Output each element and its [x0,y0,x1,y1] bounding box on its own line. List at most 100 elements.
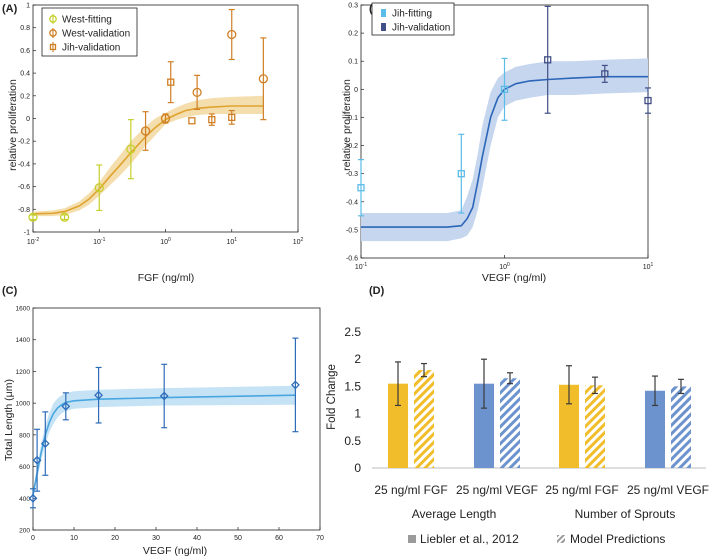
panel-a-west-fitting-point-2 [94,183,104,193]
panel-c-confidence-band [33,385,296,500]
panel-c-chart: (C) Total Length (μm) VEGF (ng/ml) 20040… [2,285,324,557]
panel-d-ytick-label-4: 2 [354,352,361,366]
panel-a-jih-validation-point-3 [228,113,236,122]
panel-c-point-2 [40,439,50,448]
panel-b-xtick-label-2: 101 [643,262,654,271]
panel-d-bar-measured-1 [474,383,494,468]
panel-b-legend-marker-0 [381,9,386,17]
panel-d-bar-model-1 [500,378,520,468]
panel-c-ytick-label-7: 1600 [16,306,31,313]
panel-c-xtick-label-7: 70 [316,535,324,542]
panel-d-legend-marker-0 [408,535,416,543]
panel-d-bar-measured-3 [645,390,665,468]
panel-b-ytick-label-4: -0.2 [346,143,358,150]
panel-d-ytick-label-2: 1 [354,407,361,421]
panel-a-west-fitting-point-3 [126,144,136,154]
panel-c-xtick-label-3: 30 [152,535,160,542]
panel-d-chart: (D) Fold Change 0 0.5 1 1.5 2 2.5 25 ng/ml FGF… [326,285,709,546]
panel-a-ytick-label-10: 1 [26,3,30,10]
panel-d-legend-text-1: Model Predictions [570,532,665,546]
panel-c-ytick-label-5: 1200 [16,369,31,376]
panel-a-confidence-band [33,95,264,217]
panel-b-ytick-label-9: 0.3 [348,3,358,10]
panel-a-ytick-label-8: 0.6 [20,48,30,55]
panel-c-point-3 [61,401,71,411]
panel-d-bar-measured-2 [559,384,579,468]
panel-c-point-6 [290,380,300,390]
panel-d-ytick-label-1: 0.5 [344,434,361,448]
panel-a-west-validation-point-3 [227,29,237,40]
panel-b-ytick-label-5: -0.1 [346,115,358,122]
panel-c-ytick-label-2: 600 [19,464,30,471]
panel-b-jih-fitting-point-1 [457,170,465,178]
panel-c-point-4 [94,390,104,400]
panel-a-legend-marker-1 [49,29,57,37]
panel-b-xlabel: VEGF (ng/ml) [482,272,546,284]
panel-d-ytick-label-5: 2.5 [344,325,361,339]
panel-a-chart: (A) relative proliferation FGF (ng/ml) -… [2,3,304,285]
panel-b-ytick-label-6: 0 [354,87,358,94]
panel-b-jih-fitting-point-0 [357,184,365,192]
panel-d-legend-marker-1 [557,535,565,543]
panel-a-ytick-label-9: 0.8 [20,25,30,32]
panel-d-ylabel: Fold Change [326,364,338,430]
panel-a-model-curve [32,105,264,215]
panel-b-jih-validation-point-1 [601,70,609,78]
panel-b-ytick-label-1: -0.5 [346,227,358,234]
panel-a-jih-validation-point-2 [208,115,216,124]
panel-d-ytick-label-0: 0 [354,461,361,475]
panel-c-xtick-label-6: 60 [275,535,283,542]
panel-a-legend-box [41,7,138,57]
panel-b-legend: Jih-fitting Jih-validation [371,2,455,36]
panel-b-ytick-label-8: 0.2 [348,31,358,38]
panel-d-bar-model-2 [585,385,605,468]
panel-d-category-label-1: 25 ng/ml VEGF [456,483,538,497]
panel-d-bar-model-3 [671,386,691,468]
panel-a-west-fitting-point-1 [59,212,70,222]
panel-a-legend: West-fitting West-validation Jih-validatio… [41,7,138,57]
panel-b-jih-fitting-point-2 [500,85,509,93]
panel-b-ytick-label-3: -0.3 [346,171,358,178]
panel-d-category-label-0: 25 ng/ml FGF [374,483,447,497]
panel-a-west-fitting-point-0 [28,212,38,222]
panel-a-ytick-label-1: -0.8 [18,207,30,214]
panel-a-ytick-label-4: -0.2 [18,139,30,146]
panel-b-xtick-label-1: 100 [499,262,510,271]
panel-d-group-label-0: Average Length [412,507,497,521]
panel-a-ytick-label-5: 0 [26,116,30,123]
panel-b-ytick-label-2: -0.4 [346,199,358,206]
panel-c-xtick-label-4: 40 [193,535,201,542]
panel-b-model-curve [361,75,648,228]
panel-c-xtick-label-5: 50 [234,535,242,542]
panel-a-xtick-label-4: 102 [293,237,304,246]
panel-d-category-label-2: 25 ng/ml FGF [545,483,618,497]
panel-b-legend-text-0: Jih-fitting [392,9,432,20]
panel-c-point-0 [28,493,38,503]
panel-a-legend-marker-0 [49,15,57,23]
panel-b-jih-validation-point-2 [644,96,652,105]
panel-c-point-5 [159,391,169,401]
panel-b-ytick-label-0: -0.6 [346,256,358,263]
panel-c-ytick-label-6: 1400 [16,337,31,344]
panel-a-legend-text-1: West-validation [62,29,130,40]
panel-a-xtick-label-0: 10-2 [27,237,39,246]
panel-a-ylabel: relative proliferation [7,79,19,171]
panel-a-ytick-label-7: 0.4 [20,71,30,78]
panel-c-ytick-label-1: 400 [19,496,30,503]
panel-c-xtick-label-2: 20 [111,535,119,542]
panel-c-ytick-label-0: 200 [19,528,30,535]
panel-a-ytick-label-2: -0.6 [18,184,30,191]
panel-b-legend-text-1: Jih-validation [392,23,450,34]
panel-d-legend-text-0: Liebler et al., 2012 [420,532,519,546]
panel-a-ytick-label-6: 0.2 [20,93,30,100]
panel-b-ylabel: relative proliferation [341,79,353,171]
panel-d-bar-model-0 [414,370,434,468]
panel-a-legend-text-0: West-fitting [62,15,112,26]
panel-a-legend-marker-2 [49,43,57,51]
panel-a-west-validation-point-0 [140,126,151,136]
panel-b-chart: (B) relative proliferation VEGF (ng/ml) … [341,3,654,285]
panel-c-label: (C) [2,285,18,297]
panel-b-ytick-label-7: 0.1 [348,59,358,66]
panel-b-jih-validation-point-0 [544,56,552,64]
